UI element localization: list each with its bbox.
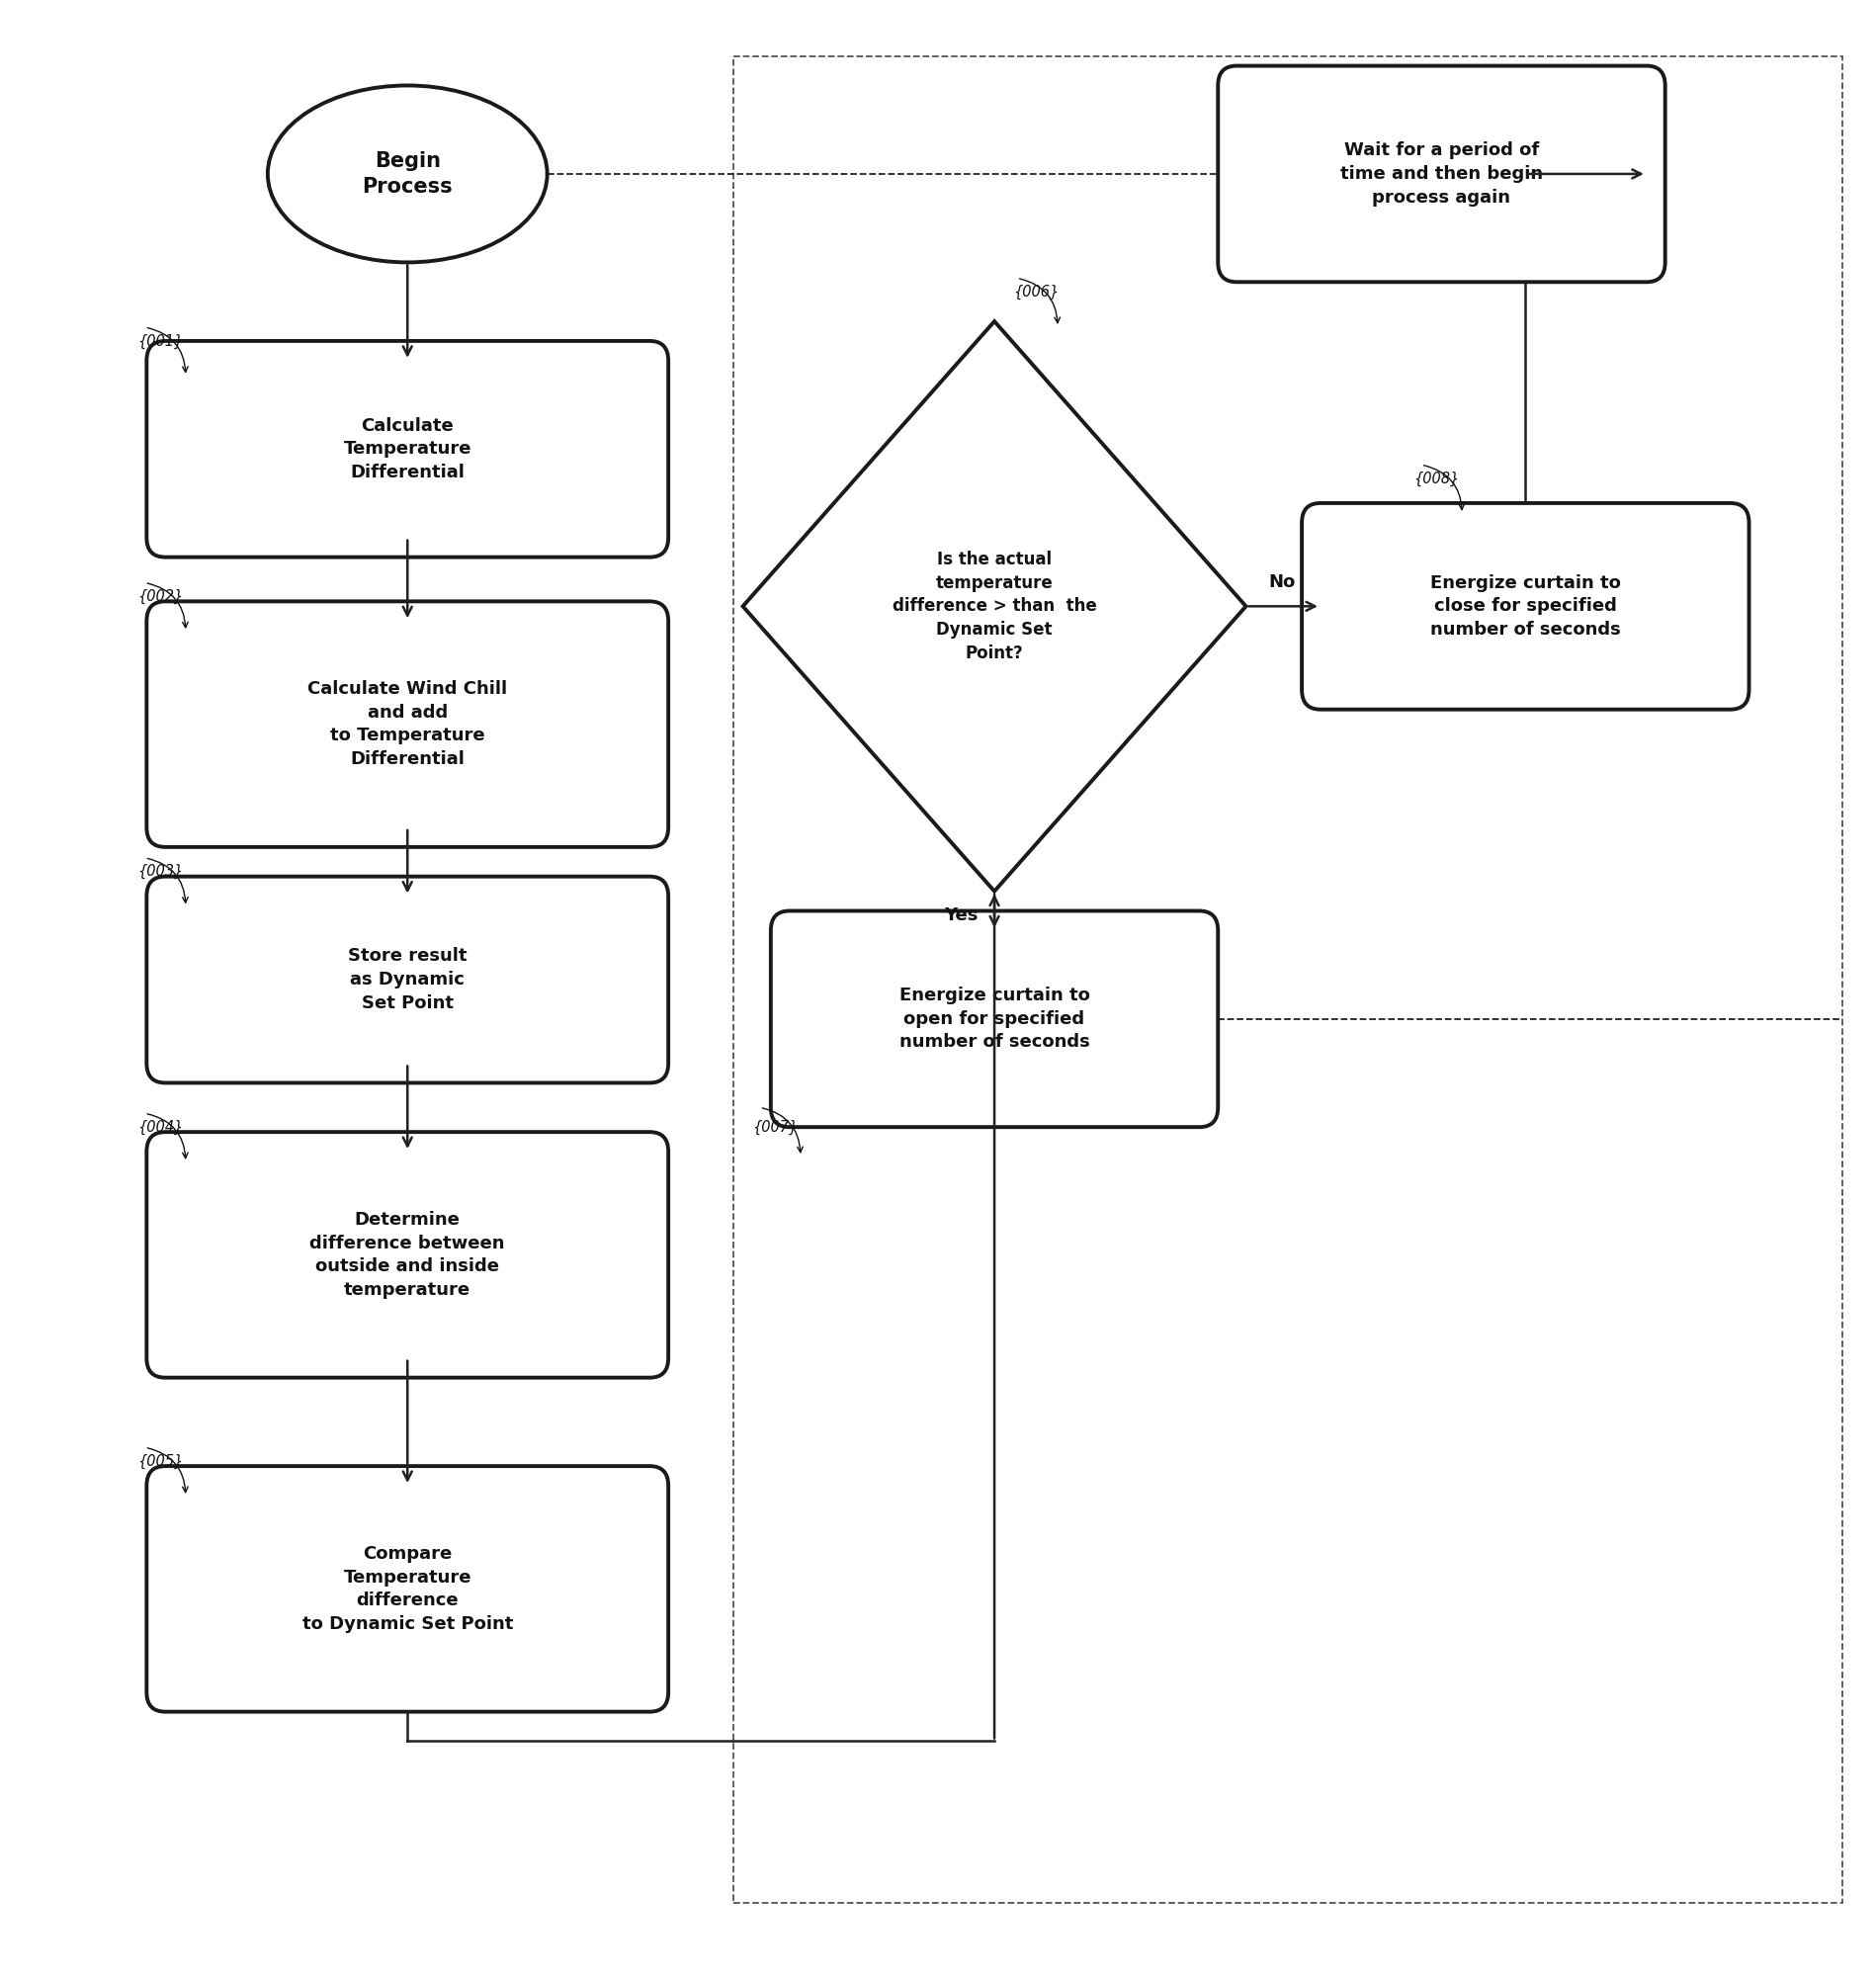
Text: Determine
difference between
outside and inside
temperature: Determine difference between outside and… bbox=[310, 1211, 505, 1298]
FancyBboxPatch shape bbox=[771, 910, 1218, 1128]
Text: {002}: {002} bbox=[137, 590, 182, 604]
FancyBboxPatch shape bbox=[146, 340, 668, 558]
FancyBboxPatch shape bbox=[1302, 503, 1748, 708]
Text: No: No bbox=[1268, 574, 1294, 592]
Text: {005}: {005} bbox=[137, 1455, 182, 1468]
Text: Is the actual
temperature
difference > than  the
Dynamic Set
Point?: Is the actual temperature difference > t… bbox=[891, 550, 1096, 661]
Text: Wait for a period of
time and then begin
process again: Wait for a period of time and then begin… bbox=[1339, 142, 1542, 206]
Text: {003}: {003} bbox=[137, 865, 182, 879]
Text: Calculate Wind Chill
and add
to Temperature
Differential: Calculate Wind Chill and add to Temperat… bbox=[308, 681, 507, 768]
Bar bbox=[734, 55, 1840, 1904]
FancyBboxPatch shape bbox=[1218, 65, 1664, 281]
Text: {007}: {007} bbox=[752, 1120, 797, 1134]
FancyBboxPatch shape bbox=[146, 602, 668, 847]
Text: Begin
Process: Begin Process bbox=[362, 150, 452, 196]
Text: Energize curtain to
open for specified
number of seconds: Energize curtain to open for specified n… bbox=[899, 988, 1090, 1051]
FancyBboxPatch shape bbox=[146, 1132, 668, 1377]
Text: Energize curtain to
close for specified
number of seconds: Energize curtain to close for specified … bbox=[1430, 574, 1619, 639]
Text: {008}: {008} bbox=[1413, 471, 1458, 487]
Text: Calculate
Temperature
Differential: Calculate Temperature Differential bbox=[343, 418, 471, 481]
FancyBboxPatch shape bbox=[146, 1466, 668, 1712]
Text: {006}: {006} bbox=[1013, 285, 1058, 299]
Text: Yes: Yes bbox=[944, 906, 977, 924]
Text: {004}: {004} bbox=[137, 1120, 182, 1134]
Ellipse shape bbox=[268, 85, 548, 263]
Text: {001}: {001} bbox=[137, 332, 182, 348]
FancyBboxPatch shape bbox=[146, 877, 668, 1083]
Text: Store result
as Dynamic
Set Point: Store result as Dynamic Set Point bbox=[347, 948, 467, 1011]
Polygon shape bbox=[743, 321, 1246, 891]
Text: Compare
Temperature
difference
to Dynamic Set Point: Compare Temperature difference to Dynami… bbox=[302, 1546, 512, 1633]
